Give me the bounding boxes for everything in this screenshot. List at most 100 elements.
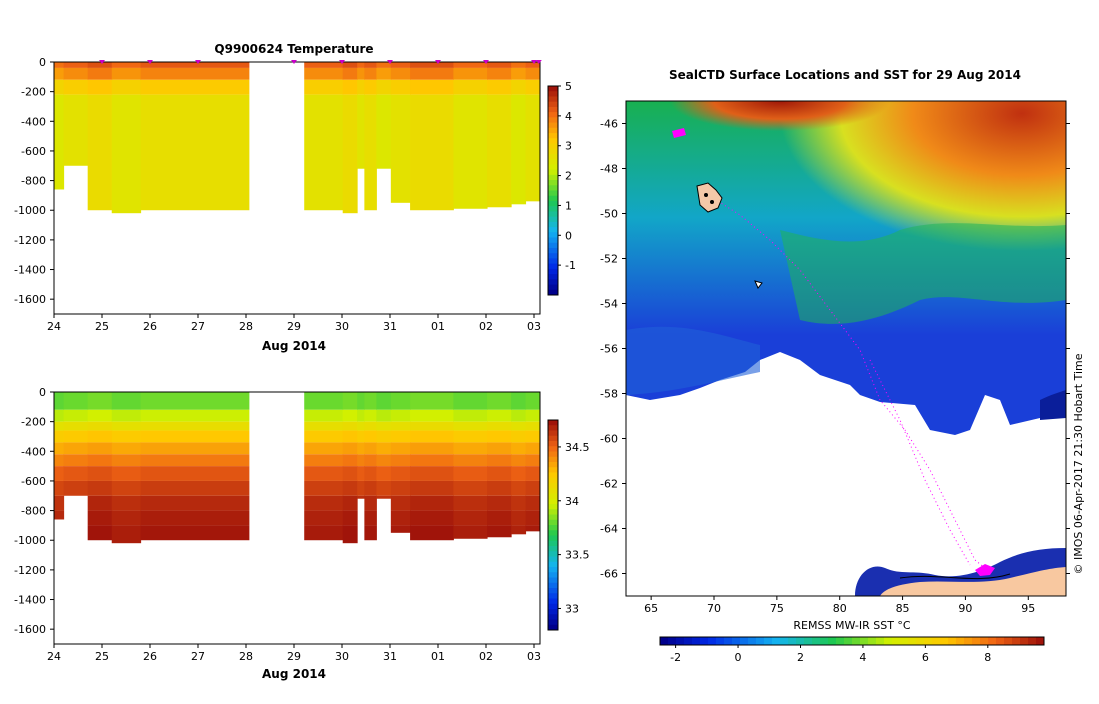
salinity-colorbar-step	[548, 619, 558, 626]
salinity-colorbar-step	[548, 430, 558, 437]
temperature-cell	[63, 79, 89, 95]
salinity-y-tick: -200	[21, 416, 46, 429]
salinity-y-tick: 0	[39, 386, 46, 399]
salinity-cell	[304, 525, 344, 541]
salinity-cell	[390, 525, 411, 533]
temperature-cell	[140, 62, 250, 68]
temperature-colorbar-step	[548, 253, 558, 259]
temperature-cell	[63, 94, 89, 166]
temperature-cell	[511, 94, 527, 205]
salinity-cell	[304, 510, 344, 526]
salinity-cell	[342, 480, 358, 496]
map-y-tick: -62	[600, 478, 618, 491]
sst-colorbar-step	[1012, 637, 1021, 645]
sst-colorbar-tick: -2	[670, 651, 681, 664]
salinity-colorbar-step	[548, 498, 558, 505]
salinity-cell	[304, 480, 344, 496]
salinity-x-tick: 02	[479, 650, 493, 663]
temperature-colorbar-step	[548, 279, 558, 286]
salinity-cell	[410, 430, 454, 443]
sst-colorbar: -2 0 2 4 6 8	[659, 636, 1045, 664]
sst-colorbar-step	[892, 637, 901, 645]
salinity-colorbar-step	[548, 451, 558, 458]
temperature-cell	[87, 79, 113, 95]
salinity-cell	[357, 430, 365, 443]
temperature-colorbar-step	[548, 258, 558, 265]
salinity-colorbar-step	[548, 593, 558, 599]
salinity-cell	[364, 510, 377, 526]
temperature-colorbar-step	[548, 289, 558, 296]
sst-field	[626, 101, 1066, 596]
temperature-x-tick: 03	[527, 320, 541, 333]
temperature-colorbar-step	[548, 284, 558, 291]
salinity-cell	[487, 409, 512, 422]
salinity-cell	[304, 454, 344, 467]
salinity-cell	[410, 510, 454, 526]
salinity-cell	[140, 454, 250, 467]
salinity-colorbar-step	[548, 598, 558, 605]
temperature-cell	[410, 67, 454, 80]
temperature-cell	[410, 62, 454, 68]
sst-colorbar-step	[1020, 637, 1029, 645]
salinity-x-tick: 28	[239, 650, 253, 663]
salinity-cell	[54, 454, 65, 467]
salinity-cell	[364, 430, 377, 443]
temperature-cell	[111, 79, 142, 95]
temperature-cell	[140, 79, 250, 95]
salinity-cell	[525, 409, 541, 422]
salinity-cell	[364, 409, 377, 422]
temperature-colorbar-step	[548, 174, 558, 181]
temperature-colorbar-step	[548, 185, 558, 191]
salinity-colorbar-step	[548, 467, 558, 473]
salinity-cell	[364, 454, 377, 467]
sst-colorbar-step	[788, 637, 797, 645]
temperature-cell	[54, 94, 65, 190]
sst-colorbar-step	[948, 637, 957, 645]
salinity-cell	[87, 430, 113, 443]
salinity-colorbar: 34.5 34 33.5 33	[547, 419, 590, 631]
temperature-colorbar-step	[548, 122, 558, 129]
salinity-cell	[357, 495, 365, 499]
imos-credit: © IMOS 06-Apr-2017 21:30 Hobart Time	[1072, 353, 1085, 574]
salinity-colorbar-step	[548, 483, 558, 489]
temperature-colorbar-tick: 3	[565, 140, 572, 153]
salinity-colorbar-step	[548, 561, 558, 568]
salinity-x-tick: 26	[143, 650, 157, 663]
temperature-cell	[87, 67, 113, 80]
salinity-cell	[63, 430, 89, 443]
salinity-colorbar-tick: 33.5	[565, 549, 590, 562]
salinity-cell	[390, 430, 411, 443]
temperature-colorbar-step	[548, 190, 558, 197]
salinity-cell	[87, 495, 113, 511]
sst-colorbar-step	[780, 637, 789, 645]
salinity-cell	[342, 495, 358, 511]
temperature-cell	[342, 67, 358, 80]
salinity-colorbar-step	[548, 614, 558, 620]
salinity-x-tick: 24	[47, 650, 61, 663]
sst-colorbar-step	[676, 637, 685, 645]
salinity-cell	[364, 392, 377, 410]
salinity-cell	[453, 480, 488, 496]
salinity-cell	[410, 495, 454, 511]
temperature-x-tick: 28	[239, 320, 253, 333]
temperature-colorbar-step	[548, 133, 558, 139]
salinity-cell	[54, 409, 65, 422]
temperature-title: Q9900624 Temperature	[214, 42, 373, 56]
salinity-cell	[525, 421, 541, 431]
salinity-cell	[304, 495, 344, 511]
salinity-cell	[376, 495, 392, 499]
salinity-colorbar-step	[548, 493, 558, 500]
seal-location-cluster-north	[696, 182, 723, 213]
sst-colorbar-step	[708, 637, 717, 645]
salinity-y-tick: -1400	[14, 594, 46, 607]
salinity-colorbar-step	[548, 567, 558, 573]
temperature-cell	[390, 67, 411, 80]
salinity-cell	[410, 442, 454, 455]
map-x-tick: 65	[644, 602, 658, 615]
salinity-cell	[357, 392, 365, 410]
sst-map-panel: SealCTD Surface Locations and SST for 29…	[600, 68, 1085, 664]
salinity-colorbar-step	[548, 577, 558, 584]
temperature-cell	[525, 62, 541, 68]
salinity-y-tick: -800	[21, 505, 46, 518]
sst-colorbar-step	[956, 637, 965, 645]
